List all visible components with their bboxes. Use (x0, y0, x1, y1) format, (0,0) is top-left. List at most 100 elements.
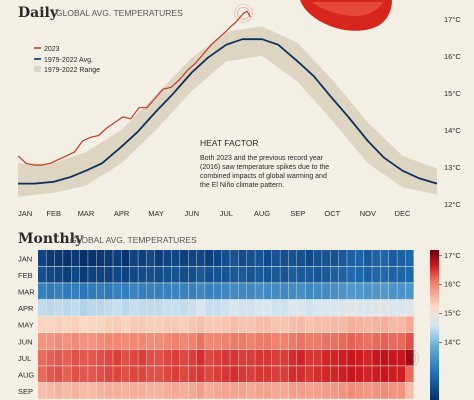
heatmap-cell (104, 333, 113, 349)
heatmap-cell (138, 299, 147, 316)
heatmap-cell (372, 349, 381, 366)
heatmap-cell (46, 349, 55, 366)
heatmap-cell (79, 349, 88, 366)
heatmap-row-label: MAY (18, 321, 34, 330)
heatmap-cell (79, 316, 88, 333)
heatmap-cell (313, 316, 322, 333)
heatmap-cell (121, 250, 130, 266)
heatmap-cell (255, 283, 264, 300)
heatmap-cell (355, 283, 364, 300)
heatmap-cell (63, 299, 72, 316)
heatmap-cell (63, 366, 72, 383)
heatmap-cell (238, 316, 247, 333)
heatmap-cell (230, 366, 239, 383)
heatmap-cell (38, 250, 46, 266)
heatmap-cell (171, 382, 180, 399)
heatmap-cell (113, 382, 122, 399)
heatmap-cell (363, 349, 372, 366)
heatmap-cell (372, 299, 381, 316)
heatmap-cell (171, 250, 180, 266)
heatmap-cell (405, 266, 414, 283)
daily-y-tick-label: 17°C (444, 15, 461, 24)
heatmap-cell (163, 266, 172, 283)
colorbar-segment (430, 360, 439, 363)
heatmap-cell (180, 382, 188, 399)
heatmap-cell (104, 366, 113, 383)
daily-x-tick-label: FEB (46, 209, 61, 218)
heatmap-cell (88, 382, 97, 399)
heatmap-cell (96, 366, 105, 383)
heatmap-cell (397, 333, 406, 349)
heatmap-cell (138, 349, 147, 366)
annotation-line-3: combined impacts of global warming and (200, 173, 327, 180)
heatmap-cell (313, 382, 322, 399)
heatmap-cell (238, 299, 247, 316)
heatmap-cell (372, 382, 381, 399)
heatmap-cell (363, 299, 372, 316)
heatmap-cell (213, 382, 222, 399)
heatmap-cell (372, 250, 381, 266)
daily-y-tick-label: 15°C (444, 89, 461, 98)
heatmap-cell (305, 299, 314, 316)
colorbar-tick-label: 17°C (444, 251, 461, 260)
colorbar-segment (430, 280, 439, 283)
annotation-line-4: the El Niño climate pattern. (200, 182, 284, 189)
heatmap-cell (246, 299, 255, 316)
heatmap-cell (388, 316, 397, 333)
heatmap-cell (347, 250, 356, 266)
heatmap-cell (322, 283, 331, 300)
heatmap-cell (38, 266, 46, 283)
heatmap-cell (46, 382, 55, 399)
heatmap-cell (271, 283, 280, 300)
heatmap-cell (246, 382, 255, 399)
heatmap-cell (255, 382, 264, 399)
colorbar-segment (430, 390, 439, 393)
daily-subtitle: GLOBAL AVG. TEMPERATURES (56, 8, 183, 18)
heatmap-cell (171, 299, 180, 316)
heatmap-cell (113, 266, 122, 283)
heatmap-cell (121, 349, 130, 366)
heatmap-cell (113, 283, 122, 300)
heatmap-cell (238, 250, 247, 266)
heatmap-row-label: JAN (18, 254, 32, 263)
heatmap-cell (129, 333, 138, 349)
heatmap-cell (338, 283, 347, 300)
heatmap-cell (180, 283, 188, 300)
colorbar-segment (430, 300, 439, 303)
heatmap-cell (372, 316, 381, 333)
heatmap-cell (46, 366, 55, 383)
heatmap-cell (330, 299, 339, 316)
heatmap-cell (154, 349, 163, 366)
heatmap-cell (63, 316, 72, 333)
heatmap-cell (305, 250, 314, 266)
heatmap-cell (46, 333, 55, 349)
heatmap-cell (38, 283, 46, 300)
heatmap-cell (188, 283, 197, 300)
colorbar-segment (430, 267, 439, 271)
heatmap-cell (355, 333, 364, 349)
heatmap-cell (297, 316, 305, 333)
heatmap-cell (96, 250, 105, 266)
heatmap-cell (71, 349, 80, 366)
daily-x-tick-label: AUG (254, 209, 270, 218)
heatmap-cell (180, 266, 188, 283)
heatmap-cell (205, 349, 214, 366)
heatmap-cell (380, 266, 389, 283)
heatmap-cell (196, 382, 205, 399)
heatmap-cell (397, 366, 406, 383)
heatmap-cell (213, 283, 222, 300)
heatmap-cell (363, 250, 372, 266)
heatmap-cell (138, 283, 147, 300)
heatmap-highlight-ring (403, 351, 417, 365)
heatmap-cell (88, 366, 97, 383)
heatmap-cell (88, 333, 97, 349)
range-band-area (18, 26, 437, 197)
colorbar-segment (430, 362, 439, 366)
heatmap-cell (71, 299, 80, 316)
heatmap-cell (347, 266, 356, 283)
heatmap-cell (322, 250, 331, 266)
heatmap-cell (380, 316, 389, 333)
heatmap-cell (221, 333, 230, 349)
heatmap-cell (297, 382, 305, 399)
heatmap-cell (113, 250, 122, 266)
